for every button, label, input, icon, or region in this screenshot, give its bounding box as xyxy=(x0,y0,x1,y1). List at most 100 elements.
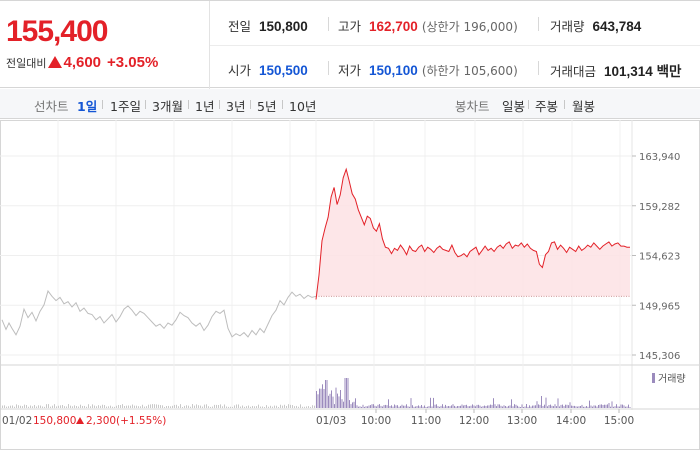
volume-bar xyxy=(180,404,181,408)
volume-bar xyxy=(343,401,344,408)
volume-bar xyxy=(553,406,554,408)
volume-bar xyxy=(445,404,446,408)
volume-bar xyxy=(434,404,436,408)
candle-daily-tab[interactable]: 일봉 xyxy=(502,99,526,114)
volume-legend: 거래량 xyxy=(652,373,686,385)
volume-bar xyxy=(515,404,517,408)
volume-bar xyxy=(310,406,311,408)
x-tick-label: 15:00 xyxy=(604,415,634,427)
volume-bar xyxy=(482,406,484,408)
volume-bar xyxy=(452,404,454,408)
stat-trade-value: 거래대금 101,314 백만 xyxy=(550,60,681,80)
volume-bar xyxy=(242,405,243,408)
today-price-line xyxy=(315,167,630,300)
volume-bar xyxy=(292,405,293,408)
volume-bar xyxy=(607,404,608,408)
volume-bar xyxy=(58,405,59,408)
volume-bar xyxy=(210,406,211,408)
period-10y-tab[interactable]: 10년 xyxy=(289,99,317,114)
intraday-chart[interactable]: 163,940 159,282 154,623 149,965 145,306 거래량 … xyxy=(0,120,700,450)
y-tick-label: 163,940 xyxy=(639,152,680,163)
prev-day-rate: (+1.55%) xyxy=(116,415,166,427)
volume-bar xyxy=(364,406,365,408)
volume-bar xyxy=(556,406,557,408)
volume-bar xyxy=(391,405,392,408)
volume-bar xyxy=(26,405,27,408)
volume-bar xyxy=(610,406,611,408)
volume-bar xyxy=(325,380,326,408)
volume-bar xyxy=(527,406,529,408)
volume-bar xyxy=(442,404,443,408)
volume-bar xyxy=(172,405,173,408)
volume-bar xyxy=(377,404,379,408)
volume-bar xyxy=(2,405,3,408)
volume-bar xyxy=(463,405,464,408)
volume-bar xyxy=(503,405,505,408)
volume-bar xyxy=(617,406,619,408)
x-tick-label: 12:00 xyxy=(459,415,489,427)
volume-bar xyxy=(346,378,347,408)
volume-bar xyxy=(601,404,602,408)
volume-bar xyxy=(38,405,39,408)
volume-bar xyxy=(406,404,407,408)
volume-bar xyxy=(294,406,295,408)
period-3m-tab[interactable]: 3개월 xyxy=(152,99,183,114)
x-label-prev-date: 01/02 xyxy=(2,415,32,427)
volume-bar xyxy=(146,406,147,408)
stats-row-divider xyxy=(210,45,700,46)
volume-bar xyxy=(200,405,201,408)
volume-bar xyxy=(544,404,545,408)
volume-bar xyxy=(580,406,581,408)
volume-bar xyxy=(349,400,350,408)
volume-bar xyxy=(397,405,398,408)
period-1y-tab[interactable]: 1년 xyxy=(195,99,215,114)
candle-chart-label: 봉차트 xyxy=(455,99,490,114)
volume-bar xyxy=(88,404,89,408)
volume-bar xyxy=(466,404,467,408)
volume-bar xyxy=(586,406,587,408)
period-1d-tab[interactable]: 1일 xyxy=(77,99,98,114)
volume-bar xyxy=(458,406,460,408)
volume-bar xyxy=(80,404,81,408)
volume-bar xyxy=(520,407,521,408)
volume-bar xyxy=(362,404,364,408)
volume-bar xyxy=(470,405,472,408)
stat-label: 거래량 xyxy=(550,19,585,34)
volume-bar xyxy=(382,406,383,408)
volume-bar xyxy=(78,406,79,408)
volume-bar xyxy=(619,406,620,408)
volume-bar xyxy=(276,405,277,408)
volume-bar xyxy=(68,404,69,408)
divider xyxy=(282,100,283,109)
volume-bar xyxy=(602,405,604,408)
chart-toolbar: 선차트 1일 1주일 3개월 1년 3년 5년 10년 봉차트 일봉 주봉 월봉 xyxy=(0,89,700,119)
volume-bar xyxy=(74,405,75,408)
candle-weekly-tab[interactable]: 주봉 xyxy=(535,99,559,114)
volume-bar xyxy=(629,407,631,408)
volume-bar xyxy=(560,404,562,408)
volume-bar xyxy=(317,394,319,408)
volume-bar xyxy=(628,404,629,408)
volume-bar xyxy=(524,406,526,408)
volume-bar xyxy=(454,405,455,408)
period-1w-tab[interactable]: 1주일 xyxy=(110,99,141,114)
volume-bar xyxy=(8,406,9,408)
period-5y-tab[interactable]: 5년 xyxy=(257,99,277,114)
volume-bar xyxy=(497,404,499,408)
volume-bar xyxy=(340,390,341,408)
volume-bar xyxy=(625,406,626,408)
up-triangle-icon xyxy=(76,417,84,424)
candle-monthly-tab[interactable]: 월봉 xyxy=(572,99,596,114)
period-3y-tab[interactable]: 3년 xyxy=(226,99,246,114)
volume-bar xyxy=(374,405,376,408)
divider xyxy=(102,100,103,109)
volume-bar xyxy=(494,404,496,408)
volume-bar xyxy=(252,405,253,408)
volume-bar xyxy=(24,404,25,408)
volume-bar xyxy=(234,405,235,408)
volume-bar xyxy=(425,407,427,408)
volume-bar xyxy=(32,406,33,408)
volume-bar xyxy=(132,404,133,408)
volume-bar xyxy=(512,406,514,408)
volume-bar xyxy=(140,406,141,408)
